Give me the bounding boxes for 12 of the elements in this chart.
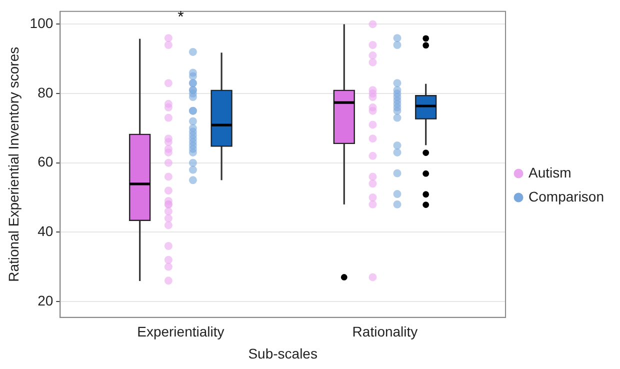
x-tick-label: Experientiality: [137, 324, 224, 340]
y-tick-label: 100: [30, 15, 54, 32]
y-tick-label: 40: [38, 223, 54, 240]
legend-label: Comparison: [528, 188, 604, 204]
y-tick-label: 20: [38, 292, 54, 308]
legend-label: Autism: [528, 164, 572, 180]
x-axis-title: Sub-scales: [248, 345, 318, 362]
y-tick-label: 80: [38, 84, 54, 100]
y-tick-label: 60: [38, 154, 54, 170]
x-tick-label: Rationality: [352, 324, 418, 340]
y-axis-title: Rational Experiential Inventory scores: [5, 46, 22, 282]
annotation: *: [178, 8, 184, 26]
